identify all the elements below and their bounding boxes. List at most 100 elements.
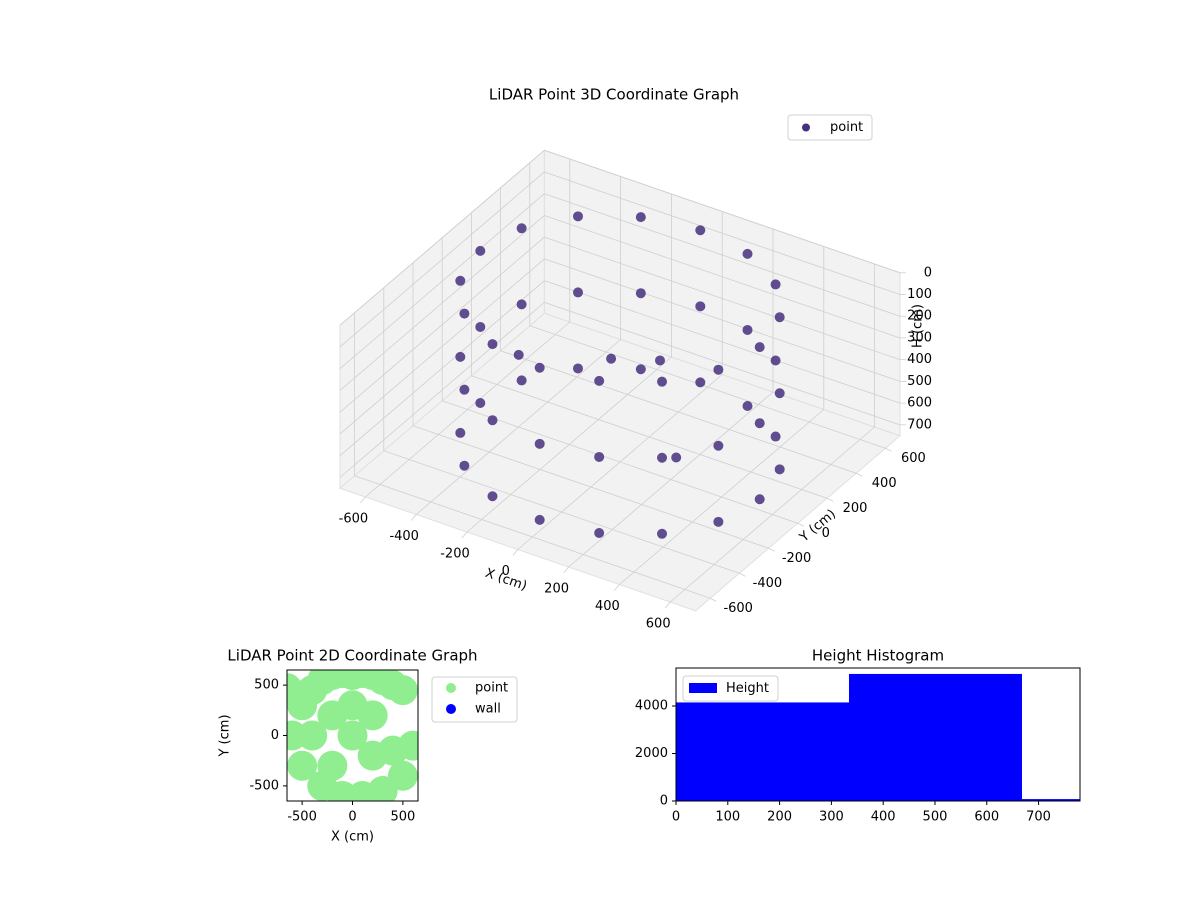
x-tick-label: 400 <box>871 810 896 825</box>
point <box>475 245 486 256</box>
point <box>459 308 470 319</box>
y-tick-label: 4000 <box>635 699 668 714</box>
legend-marker <box>446 704 456 714</box>
point <box>516 223 527 234</box>
x-axis-label: X (cm) <box>331 830 374 845</box>
point <box>742 248 753 259</box>
point <box>695 225 706 236</box>
y-tick-label: 500 <box>254 678 279 693</box>
tick-mark <box>461 531 468 539</box>
grid-line <box>339 193 545 370</box>
y-tick-label: -200 <box>782 551 812 566</box>
point <box>774 464 785 475</box>
chart-title: LiDAR Point 3D Coordinate Graph <box>489 86 739 104</box>
point <box>387 675 418 706</box>
grid-line <box>544 302 901 426</box>
x-tick-label: -600 <box>339 512 369 527</box>
legend-label: wall <box>475 702 501 717</box>
point <box>770 279 781 290</box>
tick-mark <box>360 496 366 504</box>
z-tick-label: 100 <box>907 287 932 302</box>
chart-title: LiDAR Point 2D Coordinate Graph <box>227 647 477 665</box>
grid-line <box>339 149 545 326</box>
x-tick-label: 0 <box>672 810 680 825</box>
legend-label: point <box>830 120 863 135</box>
grid-line <box>339 302 545 478</box>
y-tick-label: 0 <box>822 526 830 541</box>
point <box>455 427 466 438</box>
point <box>774 388 785 399</box>
grid-line <box>339 258 545 435</box>
grid-line <box>529 325 886 449</box>
tick-mark <box>797 522 804 527</box>
x-tick-label: 500 <box>390 810 415 825</box>
bar <box>848 673 1022 801</box>
tick-mark <box>739 572 746 577</box>
point <box>516 375 527 386</box>
legend-marker <box>689 683 717 693</box>
x-tick-label: -200 <box>440 547 470 562</box>
point <box>387 760 418 791</box>
x-tick-label: 300 <box>819 810 844 825</box>
point <box>635 364 646 375</box>
y-tick-label: 400 <box>872 476 897 491</box>
point <box>770 355 781 366</box>
y-tick-label: 200 <box>843 501 868 516</box>
grid-line <box>339 215 545 391</box>
point <box>606 353 617 364</box>
point <box>713 516 724 527</box>
legend-label: Height <box>726 681 769 696</box>
grid-line <box>544 149 901 274</box>
point <box>754 342 765 353</box>
grid-line <box>544 193 901 317</box>
bar <box>676 702 849 801</box>
x-tick-label: 700 <box>1026 810 1051 825</box>
point <box>742 401 753 412</box>
point <box>287 750 318 781</box>
point <box>713 364 724 375</box>
legend-marker <box>802 123 810 132</box>
point <box>754 494 765 505</box>
z-axis-label: H (cm) <box>911 304 926 348</box>
x-tick-label: 600 <box>646 617 671 632</box>
x-tick-label: -500 <box>287 810 317 825</box>
point <box>671 452 682 463</box>
legend-box <box>787 114 873 141</box>
grid-line <box>544 215 901 339</box>
grid-line <box>544 236 901 361</box>
point <box>487 339 498 350</box>
tick-mark <box>614 584 620 591</box>
z-tick-label: 0 <box>924 265 932 280</box>
y-axis-label: Y (cm) <box>218 714 233 757</box>
chart-title: Height Histogram <box>812 647 944 665</box>
point <box>635 212 646 223</box>
bar <box>1021 799 1080 801</box>
point <box>572 211 583 222</box>
point <box>487 415 498 426</box>
point <box>594 451 605 462</box>
tick-mark <box>885 447 892 452</box>
y-tick-label: 0 <box>660 794 668 809</box>
x-tick-label: 100 <box>715 810 740 825</box>
point <box>287 680 318 711</box>
tick-mark <box>563 566 569 574</box>
point <box>317 750 348 781</box>
point <box>534 362 545 373</box>
grid-line <box>354 475 711 599</box>
point <box>572 287 583 298</box>
point <box>695 377 706 388</box>
point <box>774 312 785 323</box>
tick-mark <box>768 547 775 552</box>
point <box>695 301 706 312</box>
z-tick-label: 500 <box>907 374 932 389</box>
point <box>357 700 388 731</box>
y-tick-label: -600 <box>723 601 753 616</box>
grid-line <box>544 171 901 295</box>
grid-line <box>544 258 901 382</box>
point <box>459 460 470 471</box>
y-tick-label: 2000 <box>635 746 668 761</box>
point <box>297 720 328 751</box>
point <box>655 355 665 366</box>
tick-mark <box>826 497 834 502</box>
z-tick-label: 700 <box>907 417 932 432</box>
